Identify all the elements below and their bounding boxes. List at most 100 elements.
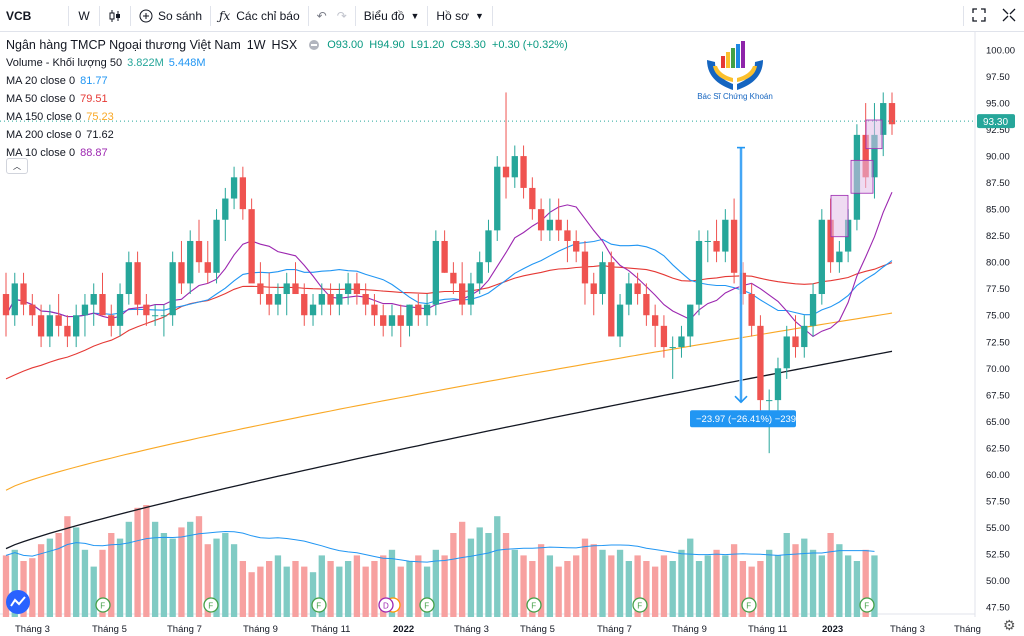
- candle-body[interactable]: [809, 294, 817, 326]
- candle-body[interactable]: [669, 347, 676, 349]
- candle-body[interactable]: [195, 240, 203, 263]
- legend-collapse-button[interactable]: ︿: [6, 158, 28, 174]
- candle-body[interactable]: [774, 368, 782, 401]
- candle-body[interactable]: [730, 219, 738, 273]
- candle-body[interactable]: [292, 283, 299, 295]
- chart-type-menu[interactable]: Biểu đồ ▼: [356, 0, 428, 32]
- candle-body[interactable]: [239, 177, 247, 210]
- candle-body[interactable]: [99, 294, 106, 316]
- price-chart[interactable]: 100.00 97.50 95.00 92.50 90.00 87.50 85.00 82.5…: [0, 32, 1024, 636]
- candle-body[interactable]: [116, 294, 124, 326]
- candle-body[interactable]: [336, 294, 343, 305]
- legend-ma-row[interactable]: MA 10 close 0 88.87: [6, 144, 568, 162]
- candle-body[interactable]: [467, 283, 475, 305]
- candle-body[interactable]: [108, 315, 115, 326]
- candle-body[interactable]: [134, 262, 141, 305]
- earnings-marker-icon[interactable]: [203, 597, 219, 613]
- candle-body[interactable]: [643, 294, 650, 316]
- candle-body[interactable]: [432, 240, 439, 305]
- candle-body[interactable]: [248, 209, 255, 284]
- candle-body[interactable]: [11, 283, 18, 316]
- candle-body[interactable]: [327, 294, 334, 305]
- candle-body[interactable]: [73, 315, 80, 337]
- candle-body[interactable]: [55, 315, 62, 326]
- candle-body[interactable]: [441, 240, 448, 273]
- candle-body[interactable]: [564, 230, 571, 241]
- tradingview-logo-icon[interactable]: [6, 590, 30, 614]
- redo-button[interactable]: ↷: [335, 0, 355, 32]
- candle-body[interactable]: [476, 262, 483, 284]
- legend-volume-row[interactable]: Volume - Khối lượng 50 3.822M 5.448M: [6, 54, 568, 72]
- candle-style-button[interactable]: [100, 0, 130, 32]
- candle-body[interactable]: [818, 219, 825, 295]
- candle-body[interactable]: [529, 187, 536, 210]
- candle-body[interactable]: [801, 325, 808, 348]
- candle-body[interactable]: [590, 283, 597, 295]
- compare-button[interactable]: So sánh: [131, 0, 210, 32]
- candle-body[interactable]: [546, 219, 554, 231]
- candle-body[interactable]: [309, 304, 317, 316]
- candle-body[interactable]: [687, 304, 694, 337]
- candle-body[interactable]: [616, 304, 624, 337]
- indicators-button[interactable]: ƒx Các chỉ báo: [211, 0, 308, 32]
- candle-body[interactable]: [283, 283, 290, 295]
- candle-body[interactable]: [64, 325, 71, 337]
- candle-body[interactable]: [704, 240, 711, 242]
- annotation-box[interactable]: [830, 194, 849, 238]
- candle-body[interactable]: [230, 177, 238, 199]
- candle-body[interactable]: [169, 262, 176, 316]
- candle-body[interactable]: [555, 219, 562, 231]
- earnings-marker-icon[interactable]: [859, 597, 875, 613]
- share-button[interactable]: [994, 0, 1024, 32]
- candle-body[interactable]: [90, 294, 97, 305]
- candle-body[interactable]: [415, 304, 422, 316]
- candle-body[interactable]: [766, 400, 773, 402]
- candle-body[interactable]: [581, 251, 589, 284]
- candle-body[interactable]: [20, 283, 27, 305]
- candle-body[interactable]: [46, 315, 54, 337]
- dividend-marker-icon[interactable]: [378, 597, 394, 613]
- candle-body[interactable]: [178, 262, 185, 284]
- candle-body[interactable]: [494, 166, 501, 231]
- legend-ma-row[interactable]: MA 20 close 0 81.77: [6, 72, 568, 90]
- earnings-marker-icon[interactable]: [95, 597, 111, 613]
- candle-body[interactable]: [29, 304, 36, 316]
- candle-body[interactable]: [423, 304, 431, 316]
- profile-menu[interactable]: Hồ sơ ▼: [428, 0, 491, 32]
- measure-label-box[interactable]: [690, 410, 796, 428]
- candle-body[interactable]: [502, 166, 510, 178]
- candle-body[interactable]: [880, 103, 887, 135]
- candle-body[interactable]: [511, 156, 518, 178]
- candle-body[interactable]: [660, 325, 668, 348]
- annotation-box[interactable]: [865, 119, 883, 150]
- candle-body[interactable]: [748, 294, 755, 326]
- candle-body[interactable]: [792, 336, 799, 348]
- earnings-marker-icon[interactable]: [741, 597, 757, 613]
- market-status-icon[interactable]: [309, 40, 320, 50]
- candle-body[interactable]: [222, 198, 229, 220]
- candle-body[interactable]: [713, 240, 720, 252]
- symbol-search[interactable]: VCB: [6, 8, 32, 23]
- candle-body[interactable]: [344, 283, 352, 295]
- candle-body[interactable]: [888, 103, 896, 125]
- candle-body[interactable]: [608, 262, 615, 337]
- candle-body[interactable]: [459, 283, 466, 305]
- candle-body[interactable]: [160, 315, 168, 317]
- candle-body[interactable]: [388, 315, 396, 326]
- candle-body[interactable]: [695, 240, 703, 305]
- candle-body[interactable]: [257, 283, 264, 295]
- candle-body[interactable]: [757, 325, 764, 401]
- candle-body[interactable]: [143, 304, 150, 316]
- candle-body[interactable]: [406, 304, 413, 326]
- candle-body[interactable]: [871, 134, 878, 178]
- earnings-marker-icon[interactable]: [526, 597, 542, 613]
- interval-button[interactable]: W: [78, 8, 90, 23]
- candle-body[interactable]: [151, 315, 159, 317]
- candle-body[interactable]: [318, 294, 325, 305]
- candle-body[interactable]: [678, 336, 685, 348]
- candle-body[interactable]: [836, 251, 843, 263]
- candle-body[interactable]: [783, 336, 790, 369]
- candle-body[interactable]: [634, 283, 641, 295]
- candle-body[interactable]: [450, 272, 457, 284]
- candle-body[interactable]: [625, 283, 632, 305]
